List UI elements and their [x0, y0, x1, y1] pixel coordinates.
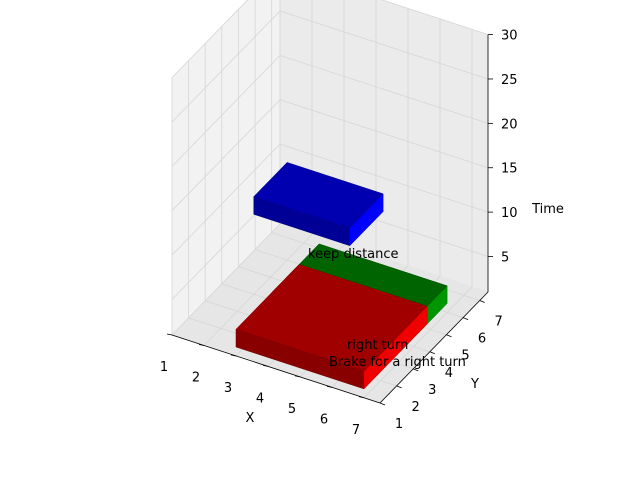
z-tick-label: 30 [501, 29, 518, 44]
x-tick [198, 344, 205, 346]
x-tick-label: 4 [256, 391, 264, 406]
annotation-keep-distance: keep distance [308, 247, 399, 262]
y-axis-label: Y [470, 377, 479, 392]
x-tick-label: 6 [320, 412, 328, 427]
y-tick-label: 4 [445, 366, 453, 381]
chart-boxes [235, 162, 448, 390]
box-face-top [253, 162, 384, 229]
box-brake-for-a-right-turn [235, 264, 428, 390]
z-tick-label: 15 [501, 162, 518, 177]
z-tick-label: 10 [501, 206, 518, 221]
x-tick-label: 3 [224, 381, 232, 396]
annotation-brake-right-turn: Brake for a right turn [329, 355, 466, 370]
y-tick-label: 7 [495, 315, 503, 330]
y-tick [379, 402, 386, 406]
z-tick-label: 5 [501, 250, 509, 265]
y-tick-label: 1 [395, 417, 403, 432]
z-axis-label: Time [531, 202, 564, 217]
box-face-top [235, 264, 428, 372]
gridline-x [203, 0, 313, 346]
y-tick [446, 334, 452, 338]
y-tick [429, 351, 435, 355]
gridline-z [171, 99, 489, 211]
gridline-x [363, 29, 473, 399]
gridline-x [171, 0, 281, 336]
x-axis-label: X [246, 411, 255, 426]
annotation-right-turn: right turn [347, 338, 408, 353]
x-axis-line [171, 334, 381, 404]
x-tick [358, 396, 365, 399]
y-tick [396, 385, 402, 389]
x-tick-label: 7 [352, 423, 360, 438]
y-axis-line [379, 291, 489, 404]
x-tick [166, 333, 173, 336]
chart-labels: X Y Time keep distance right turn Brake … [246, 202, 564, 426]
gridline-z [171, 10, 489, 123]
z-tick-label: 25 [501, 73, 518, 88]
y-tick [413, 368, 419, 372]
y-tick-label: 6 [478, 332, 486, 347]
gridline-z [171, 143, 489, 256]
x-tick [326, 385, 333, 388]
box-keep-distance [253, 162, 384, 247]
z-tick-label: 20 [501, 117, 518, 132]
x-tick-label: 2 [192, 370, 200, 385]
y-tick-label: 2 [411, 400, 419, 415]
gridline-z [171, 54, 489, 167]
x-tick [294, 375, 301, 378]
x-tick-label: 1 [160, 360, 168, 375]
y-tick [479, 300, 485, 303]
x-tick [230, 354, 237, 357]
x-tick-label: 5 [288, 402, 296, 417]
y-tick-label: 3 [428, 383, 436, 398]
y-tick [462, 317, 469, 320]
chart-gridlines [171, 0, 489, 404]
x-tick [262, 364, 269, 367]
gridline-z [171, 0, 489, 78]
y-tick-label: 5 [461, 349, 469, 364]
